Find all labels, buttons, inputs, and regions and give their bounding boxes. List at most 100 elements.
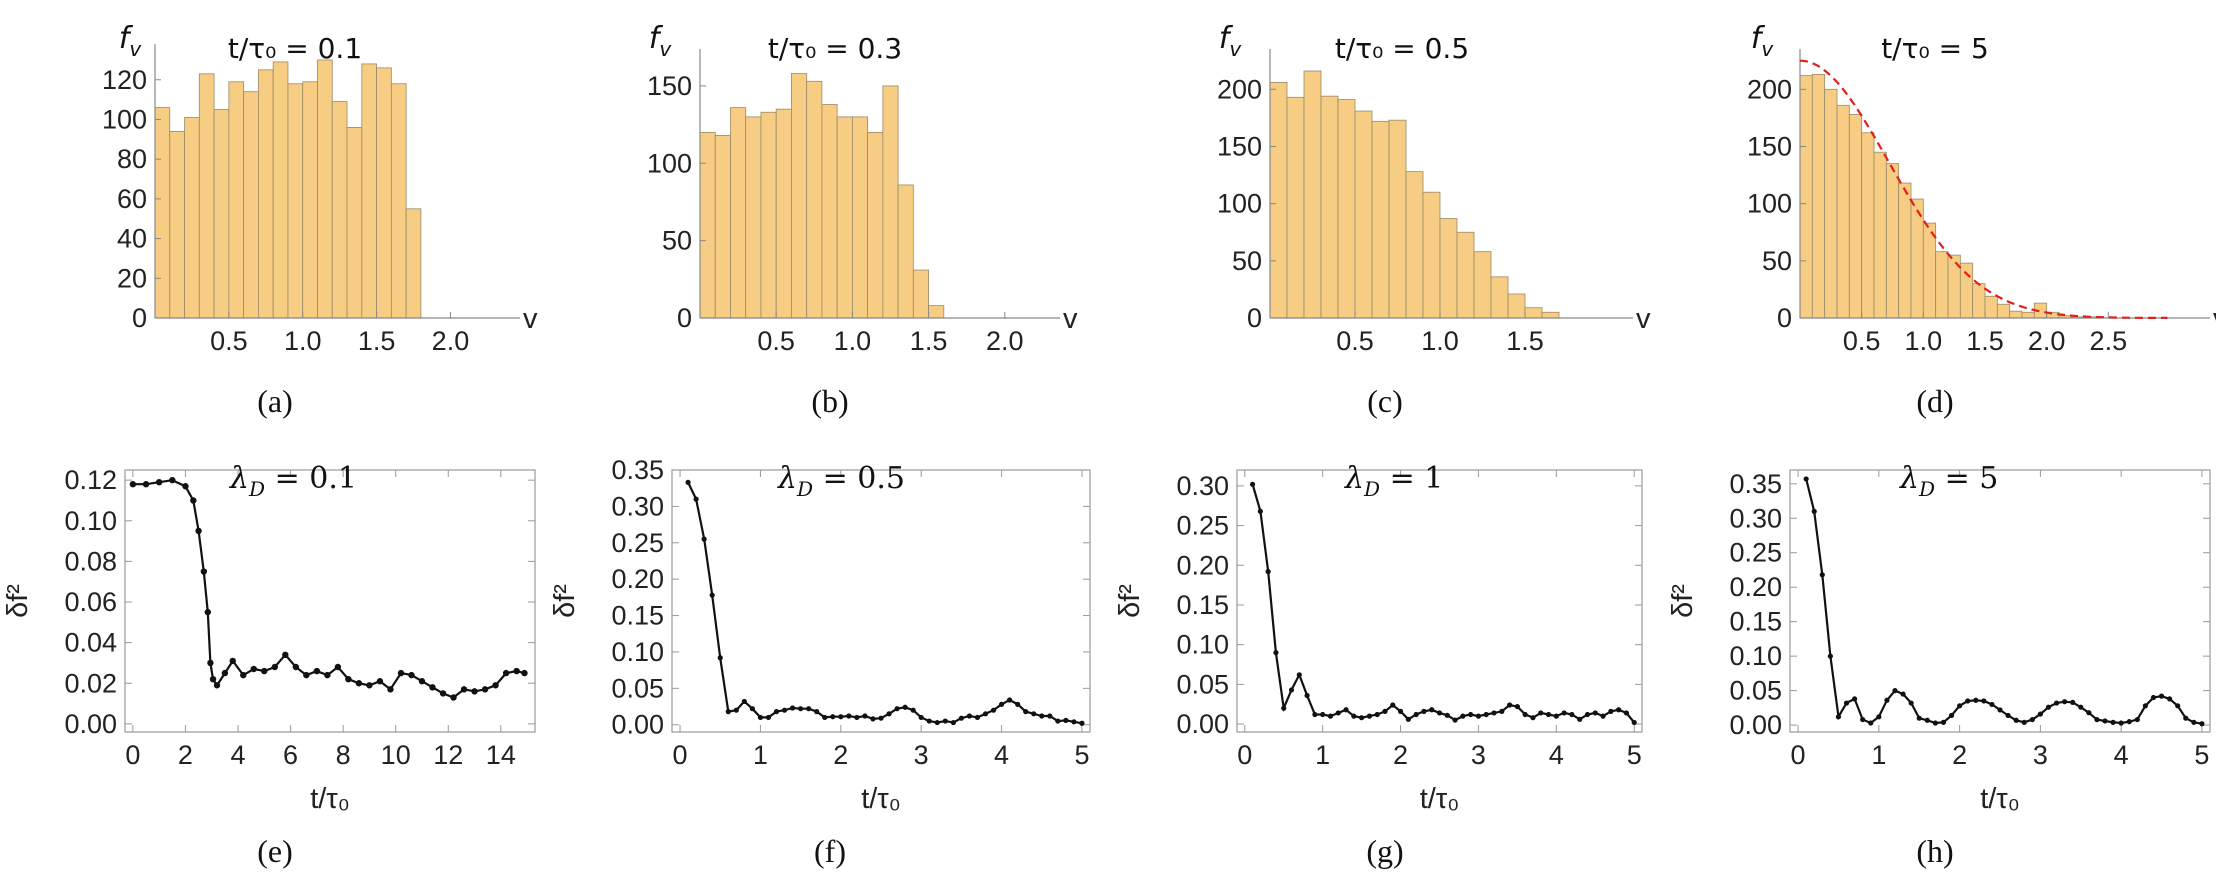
histogram-bar — [228, 81, 245, 319]
x-tick-label: 5 — [1074, 740, 1089, 770]
histogram-bar — [730, 107, 747, 319]
y-axis-label: δf² — [2, 584, 34, 618]
histogram-bar — [1371, 120, 1390, 319]
histogram-bar — [1996, 303, 2011, 319]
x-tick-label: 1.0 — [1421, 326, 1459, 356]
data-point — [439, 690, 447, 697]
data-point — [387, 686, 394, 693]
x-tick-label: 14 — [486, 740, 516, 770]
data-point — [492, 682, 499, 689]
data-point — [513, 667, 520, 675]
x-tick-label: 0.5 — [210, 326, 248, 356]
data-point — [303, 671, 310, 679]
histogram-bar — [1473, 251, 1492, 319]
y-tick-label: 60 — [117, 184, 147, 214]
data-point — [1908, 700, 1914, 706]
data-point — [1876, 714, 1882, 720]
histogram-bar — [745, 116, 762, 319]
y-tick-label: 0.25 — [1176, 511, 1229, 541]
data-point — [213, 682, 221, 689]
y-axis-label: fv — [649, 21, 673, 61]
histogram-bar — [1984, 295, 1998, 319]
data-point — [460, 686, 468, 693]
histogram-bar — [169, 130, 185, 319]
histogram-bar — [2009, 310, 2023, 319]
data-point — [1868, 720, 1874, 726]
histogram-bar — [1354, 110, 1373, 319]
histogram-bar — [1303, 70, 1322, 319]
data-point — [1296, 672, 1302, 678]
data-point — [2013, 717, 2019, 723]
y-tick-label: 0.06 — [64, 587, 117, 617]
data-point — [1397, 708, 1404, 714]
histogram-bar — [376, 67, 392, 319]
x-tick-label: 4 — [230, 740, 245, 770]
line-panel: 0.00 0.05 0.10 0.15 0.20 0.25 0.30 0.35 0 1 2 3 4 5 λD… — [1667, 461, 2211, 869]
data-point — [1374, 711, 1380, 718]
data-point — [781, 707, 788, 713]
y-tick-label: 150 — [1217, 131, 1262, 161]
x-tick-label: 0 — [673, 740, 688, 770]
data-point — [942, 718, 948, 724]
data-point — [450, 694, 457, 701]
data-point — [910, 707, 916, 713]
data-point — [1031, 711, 1037, 717]
y-tick-label: 0.05 — [1176, 669, 1229, 699]
data-point — [998, 701, 1005, 707]
data-point — [1023, 709, 1029, 715]
y-tick-label: 0.15 — [1729, 607, 1782, 637]
y-tick-label: 0 — [1247, 303, 1262, 333]
panel-letter: (h) — [1916, 833, 1953, 869]
histogram-bar — [1861, 132, 1875, 319]
series-line — [1251, 483, 1636, 724]
x-tick-label: 2 — [1393, 740, 1408, 770]
data-point — [814, 709, 820, 715]
panel-letter: (f) — [814, 833, 846, 869]
histogram-bar — [213, 109, 230, 319]
data-point — [2021, 719, 2027, 725]
data-point — [757, 714, 764, 721]
data-point — [292, 663, 300, 671]
data-point — [429, 684, 436, 691]
histogram-bar — [331, 101, 348, 319]
histogram-bar — [1439, 218, 1458, 319]
data-point — [1351, 713, 1357, 719]
data-point — [334, 663, 342, 671]
histogram-bar — [1836, 104, 1850, 319]
data-point — [1884, 697, 1890, 703]
x-tick-label: 2.0 — [986, 326, 1024, 356]
histogram-bar — [836, 116, 853, 319]
data-point — [1335, 710, 1341, 716]
data-point — [950, 719, 956, 726]
data-point — [1281, 705, 1287, 711]
histogram-bar — [791, 73, 808, 319]
histogram-bar — [1524, 307, 1543, 319]
data-point — [1965, 698, 1971, 704]
data-point — [854, 714, 860, 721]
data-point — [1860, 716, 1866, 723]
histogram-bar — [390, 83, 407, 319]
x-tick-label: 0.5 — [1843, 326, 1881, 356]
histogram-bar — [1811, 74, 1826, 319]
plot-frame — [1236, 469, 1643, 733]
histogram-bar — [1972, 283, 1986, 319]
plot-frame — [124, 469, 536, 733]
y-tick-label: 0 — [677, 303, 692, 333]
y-tick-label: 50 — [1762, 246, 1792, 276]
data-point — [2150, 694, 2157, 701]
histogram-bar — [1799, 75, 1813, 319]
data-point — [221, 669, 229, 677]
data-point — [1320, 711, 1326, 718]
y-axis-label-subscript: v — [659, 37, 672, 61]
data-point — [1545, 711, 1552, 718]
data-point — [990, 707, 997, 713]
data-point — [878, 715, 884, 721]
y-tick-label: 0.35 — [611, 455, 664, 485]
data-point — [1039, 713, 1045, 719]
curve-label-symbol: λ — [1344, 461, 1364, 496]
fit-curve — [1799, 59, 2168, 320]
y-tick-label: 0.10 — [1729, 641, 1782, 671]
data-point — [1843, 700, 1850, 706]
data-point — [204, 608, 211, 616]
